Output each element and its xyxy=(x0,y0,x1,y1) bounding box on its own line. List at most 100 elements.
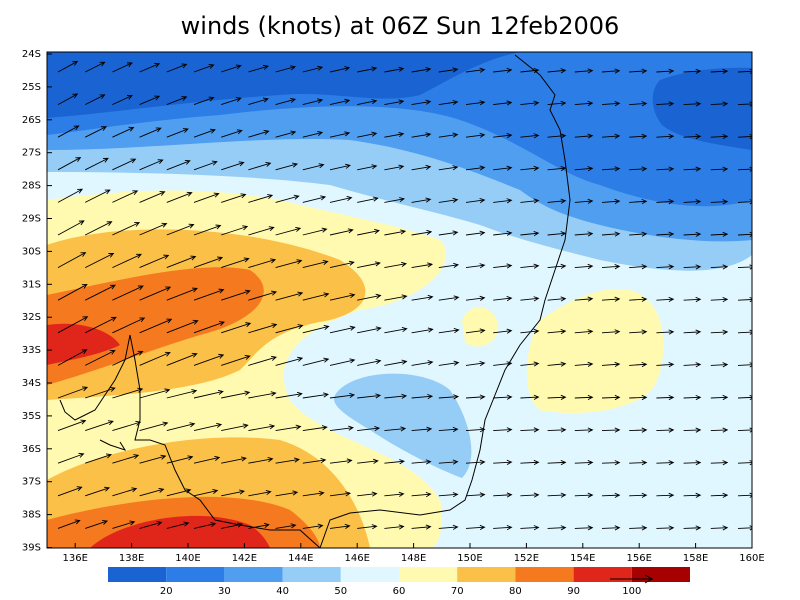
wind-arrow xyxy=(520,492,540,498)
wind-arrow xyxy=(57,486,83,497)
wind-arrow xyxy=(275,130,297,138)
wind-arrow xyxy=(166,191,193,203)
wind-arrow xyxy=(710,199,729,205)
wind-arrow xyxy=(493,67,513,73)
lat-label: 38S xyxy=(22,510,41,521)
lon-label: 158E xyxy=(683,553,708,564)
wind-arrow xyxy=(574,361,594,367)
wind-arrow xyxy=(248,522,270,529)
wind-arrow xyxy=(683,296,702,303)
lon-label: 142E xyxy=(232,553,257,564)
colorbar: 20 30 40 50 60 70 80 90 100 xyxy=(108,567,690,597)
wind-arrow xyxy=(193,128,216,138)
wind-arrow xyxy=(57,220,85,236)
wind-arrow xyxy=(275,356,304,366)
wind-arrow xyxy=(384,229,407,236)
wind-arrow xyxy=(384,66,405,73)
wind-arrow xyxy=(193,224,222,236)
wind-arrow xyxy=(547,100,567,106)
wind-arrow xyxy=(574,492,594,498)
wind-arrow xyxy=(112,350,144,366)
wind-arrow xyxy=(547,198,567,204)
wind-arrow xyxy=(275,194,300,203)
wind-arrow xyxy=(248,258,277,269)
wind-arrow xyxy=(574,68,594,74)
wind-arrow xyxy=(601,361,621,368)
wind-arrow xyxy=(84,157,109,171)
wind-arrow xyxy=(493,328,513,334)
wind-arrow xyxy=(357,326,382,334)
wind-arrow xyxy=(710,394,729,401)
wind-arrow xyxy=(465,230,486,236)
lat-label: 28S xyxy=(22,181,41,192)
wind-arrow xyxy=(302,324,330,334)
wind-arrow xyxy=(275,457,300,464)
wind-arrow xyxy=(57,386,89,399)
lat-label: 26S xyxy=(22,115,41,126)
wind-arrow xyxy=(493,230,513,236)
wind-arrow xyxy=(411,394,434,400)
lon-label: 154E xyxy=(570,553,595,564)
wind-arrow xyxy=(139,95,161,106)
wind-arrow xyxy=(221,129,243,138)
wind-arrow xyxy=(629,198,648,205)
wind-arrow xyxy=(438,492,459,498)
wind-arrow xyxy=(275,259,303,269)
wind-arrow xyxy=(112,62,133,73)
wind-arrow xyxy=(329,196,353,203)
wind-arrow xyxy=(629,101,648,107)
wind-arrow xyxy=(139,388,171,399)
wind-arrow xyxy=(465,328,486,334)
reference-vector xyxy=(610,574,654,584)
wind-arrow xyxy=(547,328,567,335)
wind-arrow xyxy=(574,198,594,204)
wind-arrow xyxy=(574,166,594,172)
wind-arrow xyxy=(193,96,215,106)
wind-arrow xyxy=(302,259,329,269)
wind-arrow xyxy=(139,62,161,73)
lon-label: 152E xyxy=(514,553,539,564)
wind-arrow xyxy=(547,231,567,237)
wind-arrow xyxy=(384,393,408,399)
wind-arrow xyxy=(302,227,328,236)
wind-arrow xyxy=(57,252,87,268)
wind-arrow xyxy=(139,191,166,203)
wind-arrow xyxy=(520,231,540,237)
wind-arrow xyxy=(302,195,327,203)
wind-arrow xyxy=(166,255,197,269)
wind-arrow xyxy=(221,97,242,106)
wind-arrow xyxy=(465,524,486,531)
wind-arrow xyxy=(248,97,269,106)
wind-arrow xyxy=(302,163,325,171)
wind-arrow xyxy=(248,226,275,236)
wind-arrow xyxy=(302,65,324,73)
colorbar-box xyxy=(399,567,458,582)
wind-arrow xyxy=(166,319,199,334)
wind-arrow xyxy=(547,459,567,466)
colorbar-box xyxy=(166,567,225,582)
wind-arrow xyxy=(248,323,278,334)
wind-arrow xyxy=(275,391,303,399)
wind-arrow xyxy=(438,295,460,301)
lon-label: 144E xyxy=(288,553,313,564)
wind-arrow xyxy=(656,166,675,172)
lat-label: 32S xyxy=(22,312,41,323)
wind-arrow xyxy=(329,325,356,334)
lat-label: 24S xyxy=(22,49,41,60)
wind-arrow xyxy=(438,230,459,236)
wind-arrow xyxy=(275,162,299,171)
wind-arrow xyxy=(357,293,382,301)
wind-arrow xyxy=(275,291,304,301)
wind-arrow xyxy=(629,525,648,531)
lat-label: 39S xyxy=(22,543,41,554)
wind-arrow xyxy=(357,393,382,399)
wind-arrow xyxy=(248,194,274,203)
wind-arrow xyxy=(84,284,116,301)
wind-arrow xyxy=(329,66,351,73)
colorbar-box xyxy=(108,567,167,582)
wind-arrow xyxy=(84,94,106,106)
wind-arrow xyxy=(275,490,299,497)
wind-arrow xyxy=(520,100,540,106)
lat-label: 34S xyxy=(22,378,41,389)
